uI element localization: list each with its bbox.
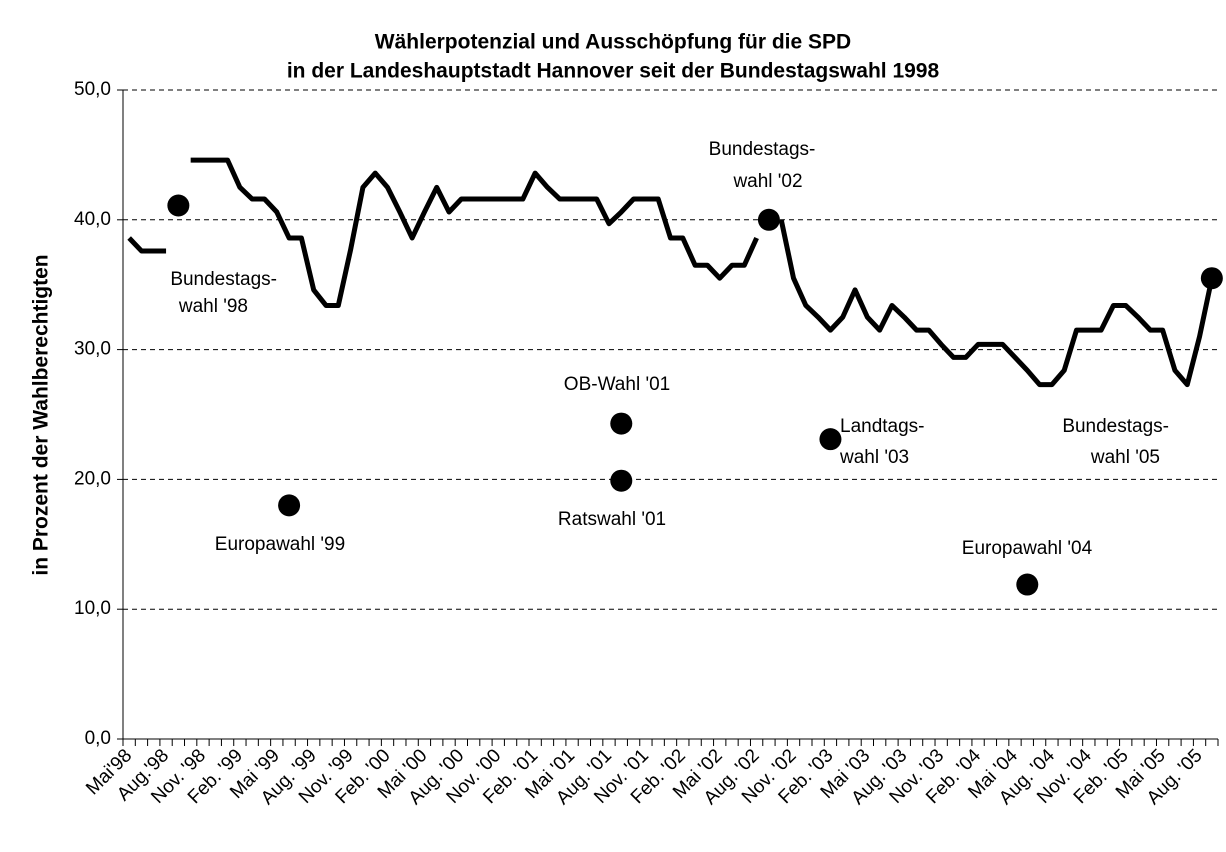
annotation: Bundestags- [709, 139, 816, 160]
annotation: wahl '03 [839, 447, 909, 468]
y-tick-label: 20,0 [74, 468, 111, 489]
data-point [610, 412, 633, 435]
data-point [757, 208, 780, 231]
y-tick-label: 40,0 [74, 209, 111, 230]
data-point [819, 428, 842, 451]
data-point [610, 469, 633, 492]
data-point [1200, 267, 1223, 290]
data-line [127, 157, 1215, 388]
data-point [167, 194, 190, 217]
y-tick-label: 50,0 [74, 79, 111, 100]
annotation: OB-Wahl '01 [564, 374, 670, 395]
annotation: Bundestags- [1062, 416, 1169, 437]
y-tick-label: 30,0 [74, 339, 111, 360]
annotation: wahl '98 [178, 296, 248, 317]
annotation: Europawahl '04 [962, 538, 1093, 559]
y-tick-label: 0,0 [85, 728, 111, 749]
data-point [278, 494, 301, 517]
annotation: Ratswahl '01 [558, 509, 666, 530]
y-axis-label: in Prozent der Wahlberechtigten [30, 254, 53, 575]
y-tick-label: 10,0 [74, 598, 111, 619]
annotation: wahl '05 [1090, 447, 1160, 468]
annotation: Europawahl '99 [215, 534, 345, 555]
chart-title: in der Landeshauptstadt Hannover seit de… [287, 60, 940, 83]
annotation: Bundestags- [170, 269, 277, 290]
chart-title: Wählerpotenzial und Ausschöpfung für die… [375, 31, 851, 54]
data-point [1016, 573, 1039, 596]
annotation: Landtags- [840, 416, 925, 437]
annotation: wahl '02 [732, 171, 802, 192]
